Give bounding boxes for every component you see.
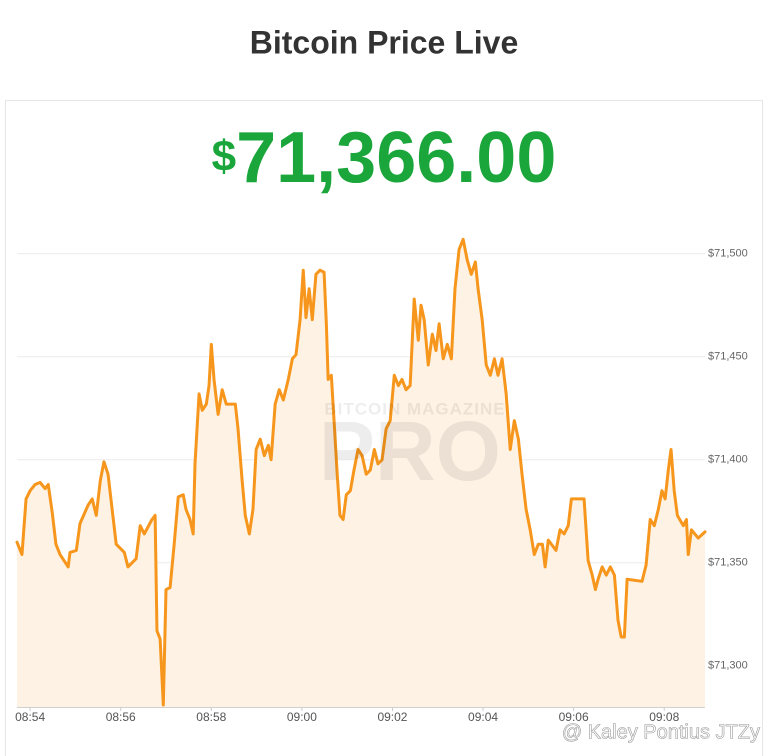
x-tick-label: 09:04 [468,710,498,724]
price-value: 71,366.00 [236,118,556,198]
page-title: Bitcoin Price Live [250,24,519,60]
x-tick-label: 08:56 [106,710,136,724]
x-tick-label: 09:08 [649,710,679,724]
y-tick-label: $71,300 [708,660,748,672]
x-tick-label: 08:58 [196,710,226,724]
y-tick-label: $71,400 [708,454,748,466]
plot: $71,300 $71,350 $71,400 $71,450 $71,500 08:54… [15,237,748,724]
y-tick-label: $71,350 [708,557,748,569]
x-tick-label: 08:54 [15,710,45,724]
price: $71,366.00 [212,118,557,198]
area-fill [17,239,705,708]
watermark-top: BITCOIN MAGAZINE [324,399,505,418]
credit: @ Kaley Pontius JTZy [562,721,760,743]
price-line [15,237,707,707]
y-tick-label: $71,450 [708,351,748,363]
currency-symbol: $ [212,132,236,181]
watermark-main: PRO [319,404,501,498]
x-tick-label: 09:00 [287,710,317,724]
x-tick-label: 09:06 [559,710,589,724]
y-tick-label: $71,500 [708,248,748,260]
x-tick-label: 09:02 [377,710,407,724]
